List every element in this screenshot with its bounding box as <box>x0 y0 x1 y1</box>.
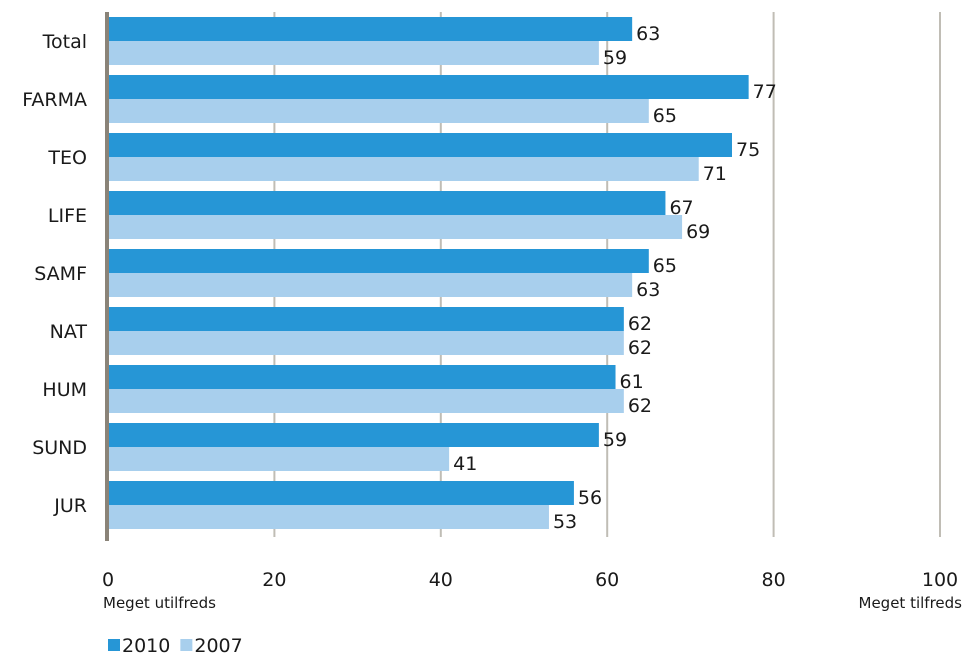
value-label-life-2007: 69 <box>686 221 710 243</box>
bar-total-2007 <box>109 41 599 65</box>
value-label-sund-2010: 59 <box>603 429 627 451</box>
legend-swatch-2010 <box>108 639 120 651</box>
x-tick-labels: 0 20 40 60 80 100 <box>102 569 958 591</box>
bar-sund-2007 <box>109 447 450 471</box>
category-label-farma: FARMA <box>22 89 87 111</box>
value-label-nat-2010: 62 <box>628 313 652 335</box>
bar-farma-2007 <box>109 99 649 123</box>
bar-life-2007 <box>109 215 683 239</box>
bars <box>109 17 749 529</box>
value-label-total-2010: 63 <box>636 23 660 45</box>
x-tick-0: 0 <box>102 569 114 591</box>
category-label-teo: TEO <box>47 147 87 169</box>
x-min-label: Meget utilfreds <box>103 594 216 612</box>
x-max-label: Meget tilfreds <box>859 594 963 612</box>
x-tick-100: 100 <box>922 569 958 591</box>
value-label-sund-2007: 41 <box>453 453 477 475</box>
category-label-sund: SUND <box>32 437 87 459</box>
value-label-farma-2010: 77 <box>753 81 777 103</box>
category-label-life: LIFE <box>48 205 87 227</box>
bar-sund-2010 <box>109 423 599 447</box>
value-label-total-2007: 59 <box>603 47 627 69</box>
bar-samf-2007 <box>109 273 633 297</box>
x-tick-40: 40 <box>429 569 453 591</box>
bar-nat-2007 <box>109 331 624 355</box>
value-label-jur-2010: 56 <box>578 487 602 509</box>
bar-teo-2010 <box>109 133 732 157</box>
legend-label-2010: 2010 <box>122 635 170 657</box>
legend-swatch-2007 <box>180 639 193 651</box>
bar-farma-2010 <box>109 75 749 99</box>
category-labels: Total FARMA TEO LIFE SAMF NAT HUM SUND JUR <box>22 31 87 517</box>
value-label-farma-2007: 65 <box>653 105 677 127</box>
value-label-teo-2010: 75 <box>736 139 760 161</box>
category-label-total: Total <box>42 31 87 53</box>
bar-life-2010 <box>109 191 666 215</box>
category-label-nat: NAT <box>50 321 88 343</box>
legend-label-2007: 2007 <box>194 635 242 657</box>
category-label-hum: HUM <box>42 379 87 401</box>
value-label-samf-2010: 65 <box>653 255 677 277</box>
bar-jur-2007 <box>109 505 549 529</box>
value-label-samf-2007: 63 <box>636 279 660 301</box>
value-label-jur-2007: 53 <box>553 511 577 533</box>
bar-jur-2010 <box>109 481 574 505</box>
value-label-hum-2010: 61 <box>620 371 644 393</box>
x-tick-80: 80 <box>762 569 786 591</box>
value-label-life-2010: 67 <box>669 197 693 219</box>
bar-total-2010 <box>109 17 633 41</box>
legend: 2010 2007 <box>108 635 243 657</box>
x-tick-20: 20 <box>262 569 286 591</box>
bar-hum-2007 <box>109 389 624 413</box>
bar-teo-2007 <box>109 157 699 181</box>
value-label-nat-2007: 62 <box>628 337 652 359</box>
x-tick-60: 60 <box>595 569 619 591</box>
value-label-hum-2007: 62 <box>628 395 652 417</box>
bar-nat-2010 <box>109 307 624 331</box>
bar-samf-2010 <box>109 249 649 273</box>
category-label-samf: SAMF <box>34 263 87 285</box>
bar-hum-2010 <box>109 365 616 389</box>
value-label-teo-2007: 71 <box>703 163 727 185</box>
category-label-jur: JUR <box>53 495 87 517</box>
